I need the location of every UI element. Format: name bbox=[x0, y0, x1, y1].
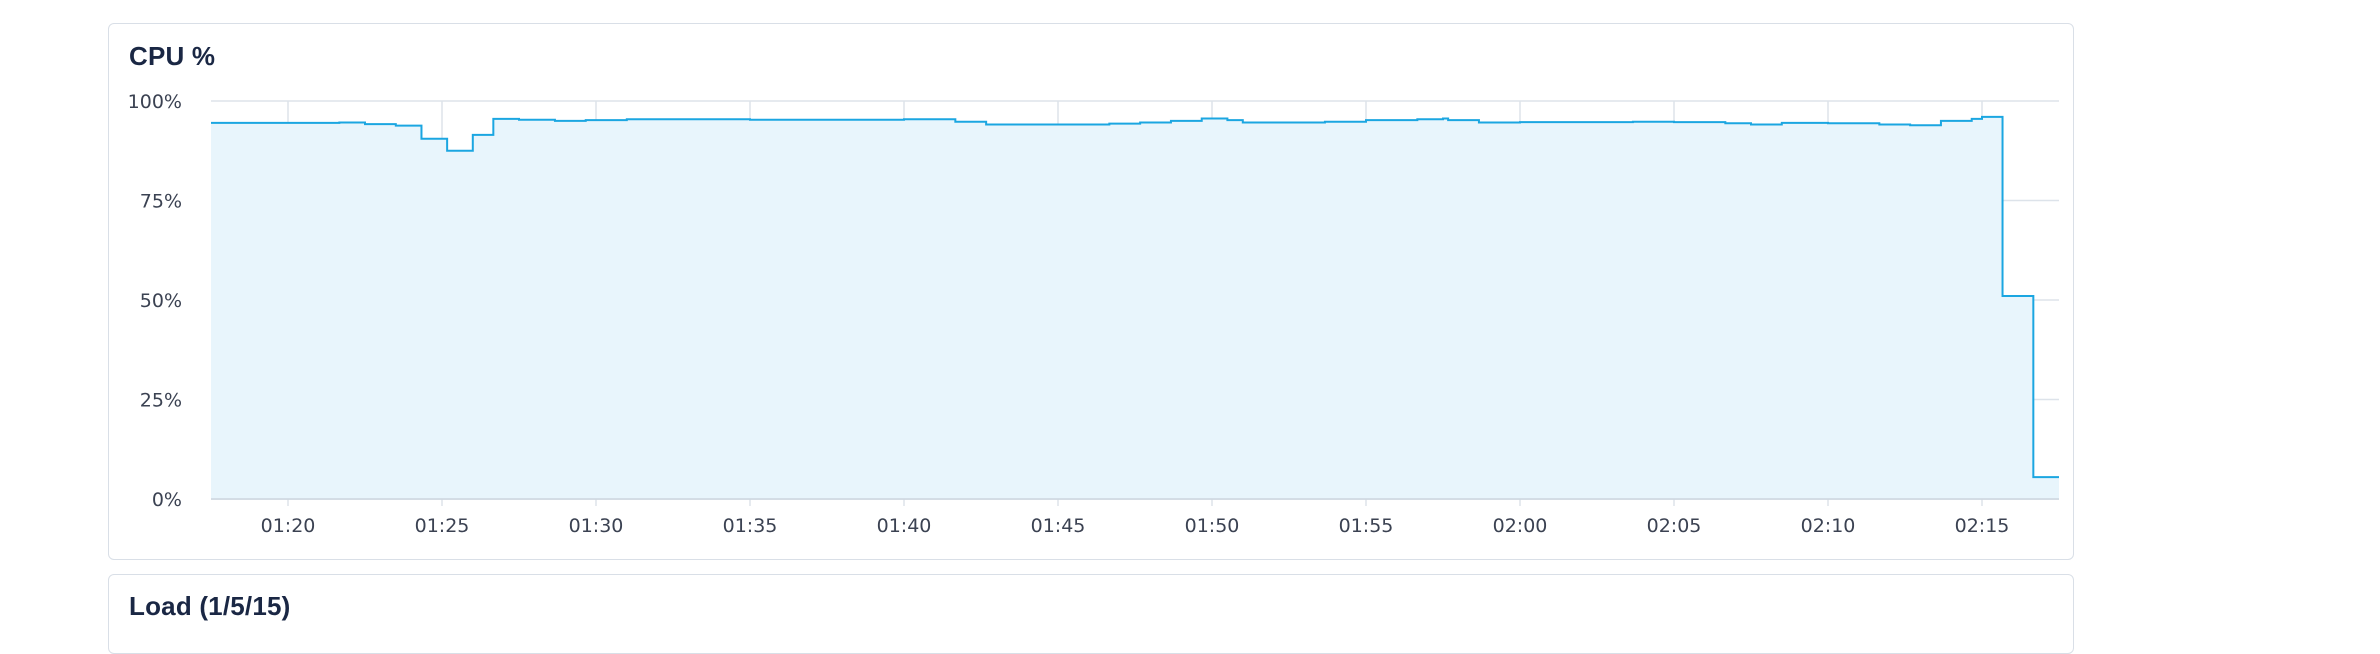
x-tick-label: 01:55 bbox=[1339, 515, 1394, 537]
x-tick-label: 01:30 bbox=[569, 515, 624, 537]
y-tick-label: 0% bbox=[152, 489, 182, 511]
x-tick-label: 01:20 bbox=[261, 515, 316, 537]
x-tick-label: 02:15 bbox=[1955, 515, 2010, 537]
x-tick-label: 02:05 bbox=[1647, 515, 1702, 537]
cpu-series-line bbox=[211, 115, 2059, 479]
y-tick-label: 100% bbox=[128, 91, 182, 113]
load-panel: Load (1/5/15) bbox=[108, 574, 2074, 654]
x-tick-label: 01:50 bbox=[1185, 515, 1240, 537]
cpu-chart: 0% 25% 50% 75% 100% 01:20 01:25 01:30 01:35 01:40… bbox=[128, 91, 2059, 537]
cpu-panel-title: CPU % bbox=[129, 41, 216, 71]
x-tick-label: 02:00 bbox=[1493, 515, 1548, 537]
cpu-panel: CPU % 0% 25% 50% 75% 100% 01:20 01:25 01:30 01:3… bbox=[108, 23, 2074, 560]
y-tick-label: 50% bbox=[140, 290, 182, 312]
x-tick-label: 01:25 bbox=[415, 515, 470, 537]
x-tick-label: 01:35 bbox=[723, 515, 778, 537]
x-tick-label: 01:40 bbox=[877, 515, 932, 537]
y-tick-label: 75% bbox=[140, 191, 182, 213]
x-tick-label: 02:10 bbox=[1801, 515, 1856, 537]
load-panel-title: Load (1/5/15) bbox=[129, 591, 291, 621]
y-tick-label: 25% bbox=[140, 390, 182, 412]
cpu-area-fill bbox=[211, 116, 2059, 500]
x-tick-label: 01:45 bbox=[1031, 515, 1086, 537]
